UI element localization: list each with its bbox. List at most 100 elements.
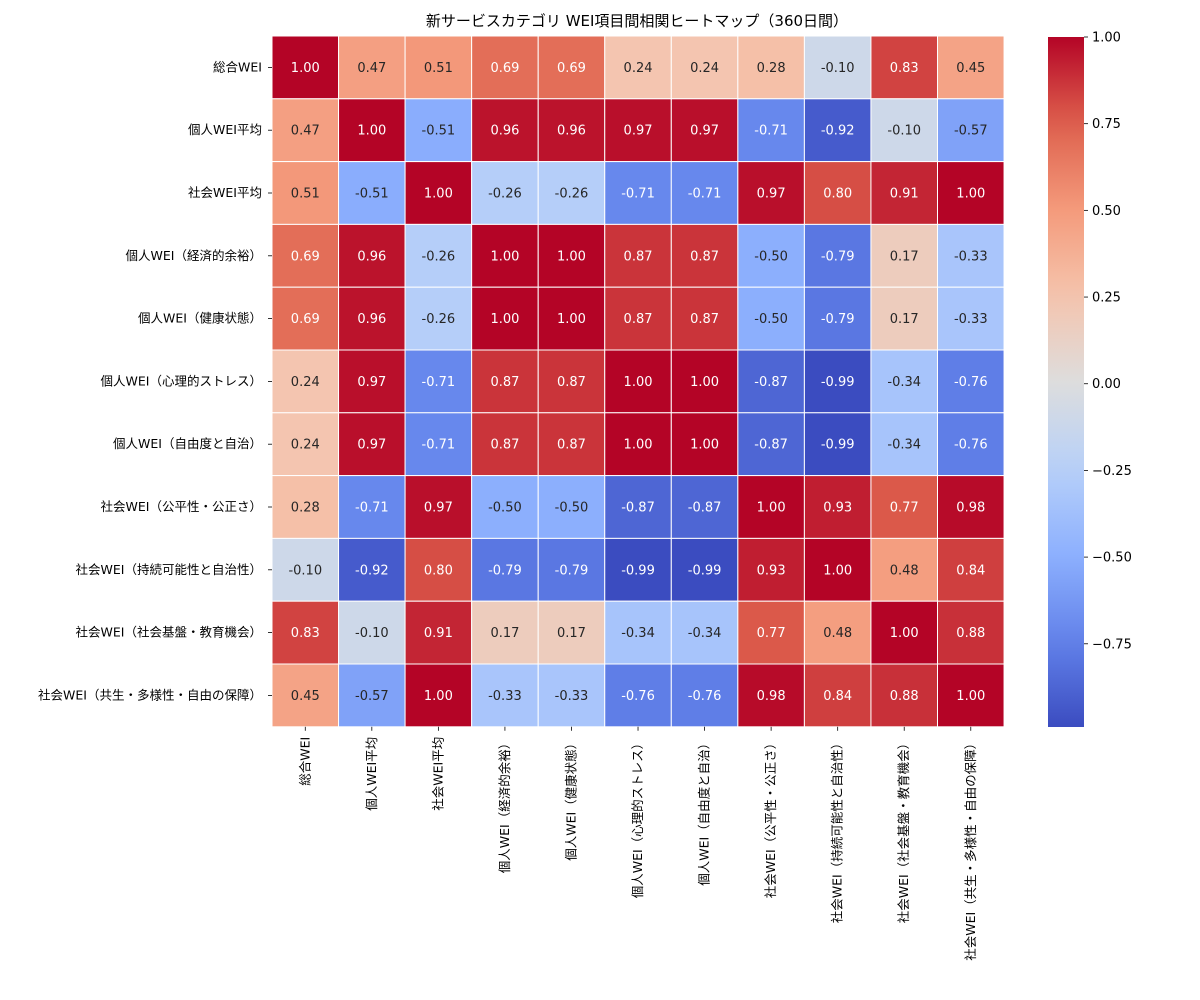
x-tick-label: 社会WEI（公平性・公正さ） [763,737,778,898]
heatmap-cell [803,663,872,728]
heatmap-cell [404,286,473,351]
heatmap-cell [737,475,805,539]
cell-value-label: 0.87 [624,312,653,327]
cell-value-label: -0.26 [488,187,522,202]
heatmap-cell [471,475,539,539]
heatmap-cell [404,537,473,602]
heatmap-cell [537,600,606,665]
cell-value-label: 0.96 [490,124,519,139]
cell-value-label: -0.26 [422,249,456,264]
cell-value-label: -0.87 [688,501,722,516]
heatmap-cell [604,286,672,351]
cell-value-label: -0.87 [754,375,788,390]
cell-value-label: 0.24 [291,375,320,390]
cell-value-label: 0.45 [956,61,985,76]
cell-value-label: 0.98 [757,689,786,704]
cell-value-label: 1.00 [624,375,653,390]
y-tick-label: 総合WEI [213,59,262,74]
cell-value-label: 0.17 [890,312,919,327]
heatmap-cell [604,223,672,288]
cell-value-label: -0.87 [621,501,655,516]
heatmap-cell [803,412,872,477]
heatmap-cell [870,663,939,728]
colorbar-tick-label: 1.00 [1092,31,1121,46]
heatmap-cell [937,412,1005,477]
cell-value-label: -0.10 [821,61,855,76]
cell-value-label: -0.76 [954,375,988,390]
cell-value-label: 0.98 [956,501,985,516]
cell-value-label: -0.26 [422,312,456,327]
cell-value-label: 0.45 [291,689,320,704]
heatmap-cell [604,600,672,665]
heatmap-cell [271,349,340,414]
cell-value-label: 0.48 [823,626,852,641]
cell-value-label: 0.77 [890,501,919,516]
cell-value-label: 0.77 [757,626,786,641]
cell-value-label: 0.80 [424,563,453,578]
heatmap-cells: 1.00 0.47 0.51 0.69 0.69 0.24 0.24 0.28 -0.10 0.8… [271,35,1005,728]
heatmap-cell [937,349,1005,414]
colorbar-gradient [1048,37,1084,727]
cell-value-label: 0.80 [823,187,852,202]
heatmap-cell [670,286,739,351]
cell-value-label: 0.96 [357,312,386,327]
heatmap-cell [803,223,872,288]
heatmap-cell [870,35,939,100]
cell-value-label: -0.34 [887,375,921,390]
cell-value-label: 0.93 [757,563,786,578]
cell-value-label: -0.34 [621,626,655,641]
cell-value-label: -0.79 [488,563,522,578]
heatmap-cell [737,537,805,602]
cell-value-label: 1.00 [956,689,985,704]
cell-value-label: 0.88 [956,626,985,641]
heatmap-cell [604,161,672,225]
cell-value-label: -0.33 [488,689,522,704]
cell-value-label: 0.84 [956,563,985,578]
heatmap-cell [338,286,406,351]
cell-value-label: 0.88 [890,689,919,704]
cell-value-label: -0.71 [621,187,655,202]
cell-value-label: -0.99 [688,563,722,578]
heatmap-cell [537,286,606,351]
cell-value-label: -0.71 [754,124,788,139]
cell-value-label: -0.92 [355,563,389,578]
cell-value-label: -0.50 [555,501,589,516]
cell-value-label: 0.28 [291,501,320,516]
cell-value-label: 0.51 [291,187,320,202]
cell-value-label: 0.87 [624,249,653,264]
y-tick-label: 社会WEI（公平性・公正さ） [101,499,262,514]
heatmap-cell [937,475,1005,539]
cell-value-label: 0.97 [690,124,719,139]
heatmap-cell [937,35,1005,100]
cell-value-label: 1.00 [557,249,586,264]
cell-value-label: -0.34 [688,626,722,641]
cell-value-label: -0.50 [754,312,788,327]
cell-value-label: 0.83 [890,61,919,76]
heatmap-cell [604,412,672,477]
cell-value-label: -0.10 [288,563,322,578]
cell-value-label: -0.79 [821,249,855,264]
cell-value-label: 0.47 [291,124,320,139]
heatmap-cell [937,663,1005,728]
heatmap-cell [404,600,473,665]
cell-value-label: 0.69 [291,249,320,264]
cell-value-label: 0.87 [490,375,519,390]
heatmap-cell [471,286,539,351]
heatmap-cell [937,98,1005,163]
cell-value-label: 1.00 [956,187,985,202]
x-tick-label: 総合WEI [297,737,312,786]
heatmap-cell [803,161,872,225]
cell-value-label: 0.48 [890,563,919,578]
colorbar-tick-label: −0.75 [1092,637,1132,652]
x-tick-label: 社会WEI（持続可能性と自治性） [830,737,845,923]
heatmap-cell [537,161,606,225]
x-tick-label: 個人WEI（経済的余裕） [497,737,512,873]
heatmap-cell [537,475,606,539]
heatmap-cell [271,98,340,163]
heatmap-cell [271,600,340,665]
cell-value-label: -0.57 [954,124,988,139]
heatmap-cell [604,98,672,163]
cell-value-label: 0.93 [823,501,852,516]
heatmap-cell [338,663,406,728]
